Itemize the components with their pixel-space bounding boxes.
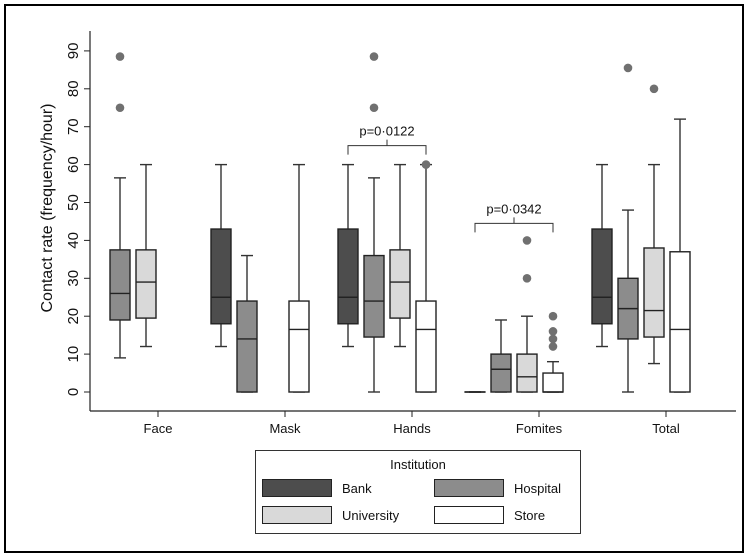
box-university [643, 247, 665, 338]
outlier-point [369, 103, 379, 113]
outlier-point [522, 236, 532, 245]
legend-swatch-bank [262, 479, 332, 497]
x-tick-label: Total [652, 421, 680, 436]
y-tick-label: 60 [65, 156, 82, 173]
legend-label-bank: Bank [342, 481, 372, 496]
legend-label-hospital: Hospital [514, 481, 561, 496]
y-tick-label: 80 [65, 80, 82, 97]
outlier-point [548, 334, 558, 344]
box-university [389, 249, 411, 319]
x-tick-label: Hands [393, 421, 431, 436]
box-hospital [109, 249, 131, 321]
p-value-label: p=0·0122 [359, 124, 414, 139]
outlier-point [548, 342, 558, 351]
box-university [516, 353, 538, 393]
y-tick-label: 90 [65, 43, 82, 60]
box-bank [337, 228, 359, 325]
legend-swatch-store [434, 506, 504, 524]
y-tick-label: 20 [65, 308, 82, 325]
outlier-point [522, 274, 532, 283]
legend-swatch-hospital [434, 479, 504, 497]
y-tick-label: 50 [65, 194, 82, 211]
y-axis-title: Contact rate (frequency/hour) [39, 104, 56, 313]
outlier-point [115, 103, 125, 113]
box-hospital [236, 300, 258, 393]
legend-swatch-university [262, 506, 332, 524]
legend: Institution Bank Hospital University Sto… [255, 450, 581, 534]
outlier-point [421, 160, 431, 169]
box-store [415, 300, 437, 393]
y-tick-label: 30 [65, 270, 82, 287]
y-tick-label: 10 [65, 346, 82, 363]
legend-label-university: University [342, 508, 400, 523]
x-tick-label: Fomites [516, 421, 563, 436]
chart-frame: 0 10 20 30 40 50 60 70 80 90 Contact rate (frequen… [4, 4, 744, 553]
box-hospital [490, 353, 512, 393]
box-university [135, 249, 157, 319]
outlier-point [115, 52, 125, 61]
box-bank [210, 228, 232, 325]
significance-bracket [347, 145, 427, 155]
legend-title: Institution [390, 457, 446, 472]
x-tick-label: Face [144, 421, 173, 436]
box-bank [591, 228, 613, 325]
p-value-label: p=0·0342 [486, 201, 541, 216]
x-tick-label: Mask [269, 421, 301, 436]
box-store [669, 251, 691, 393]
y-tick-label: 0 [65, 388, 82, 396]
significance-bracket [474, 222, 554, 233]
legend-label-store: Store [514, 508, 546, 523]
outlier-point [369, 52, 379, 61]
box-store [542, 372, 564, 393]
y-tick-label: 70 [65, 118, 82, 135]
y-tick-label: 40 [65, 232, 82, 249]
box-store [288, 300, 310, 393]
outlier-point [548, 327, 558, 336]
outlier-point [649, 84, 659, 94]
box-plot: 0 10 20 30 40 50 60 70 80 90 Contact rate (frequen… [39, 31, 736, 436]
outlier-point [548, 311, 558, 321]
outlier-point [623, 63, 633, 73]
box-hospital [363, 254, 385, 338]
